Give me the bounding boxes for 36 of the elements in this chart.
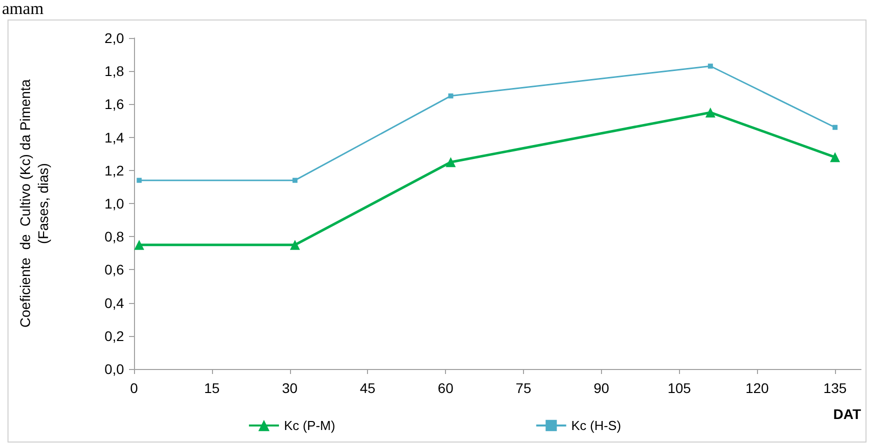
legend-label: Kc (H-S): [571, 418, 622, 433]
y-tick-label: 0,4: [104, 294, 124, 311]
y-tick-label: 0,6: [104, 262, 124, 278]
y-tick-label: 0,0: [104, 361, 124, 377]
x-tick-label: 120: [745, 380, 770, 396]
y-tick-label: 2,0: [104, 30, 124, 46]
text: amam: [2, 0, 44, 18]
y-tick-label: 0,2: [104, 328, 124, 344]
y-tick-label: 1,2: [104, 162, 124, 178]
x-tick-label: 45: [360, 380, 376, 396]
point: [832, 124, 838, 130]
point: [448, 93, 454, 98]
x-tick-label: 135: [823, 380, 847, 396]
x-tick-label: 15: [204, 380, 220, 396]
y-tick-label: 1,6: [104, 96, 124, 112]
point: [708, 64, 713, 69]
point: [705, 107, 716, 118]
x-axis-title: DAT: [833, 406, 862, 422]
x-tick-label: 90: [594, 380, 610, 396]
y-tick-label: 1,0: [104, 196, 124, 212]
point: [830, 152, 840, 162]
x-tick-label: 30: [282, 380, 298, 396]
point: [290, 240, 300, 250]
x-tick-label: 105: [668, 380, 692, 396]
point: [134, 240, 144, 250]
x-tick-label: 75: [516, 380, 532, 396]
legend-label: Kc (P-M): [284, 418, 336, 433]
y-axis-title: Coeficiente de Cultivo (Kc) da Pimenta (Fases, dias): [17, 79, 51, 328]
y-tick-label: 0,8: [104, 228, 124, 245]
y-tick-label: 1,4: [104, 129, 124, 146]
x-tick-label: 0: [130, 380, 138, 396]
x-tick-label: 60: [438, 380, 454, 396]
point: [136, 178, 142, 183]
point: [292, 178, 298, 183]
y-tick-label: 1,8: [104, 63, 124, 80]
point: [446, 157, 456, 168]
